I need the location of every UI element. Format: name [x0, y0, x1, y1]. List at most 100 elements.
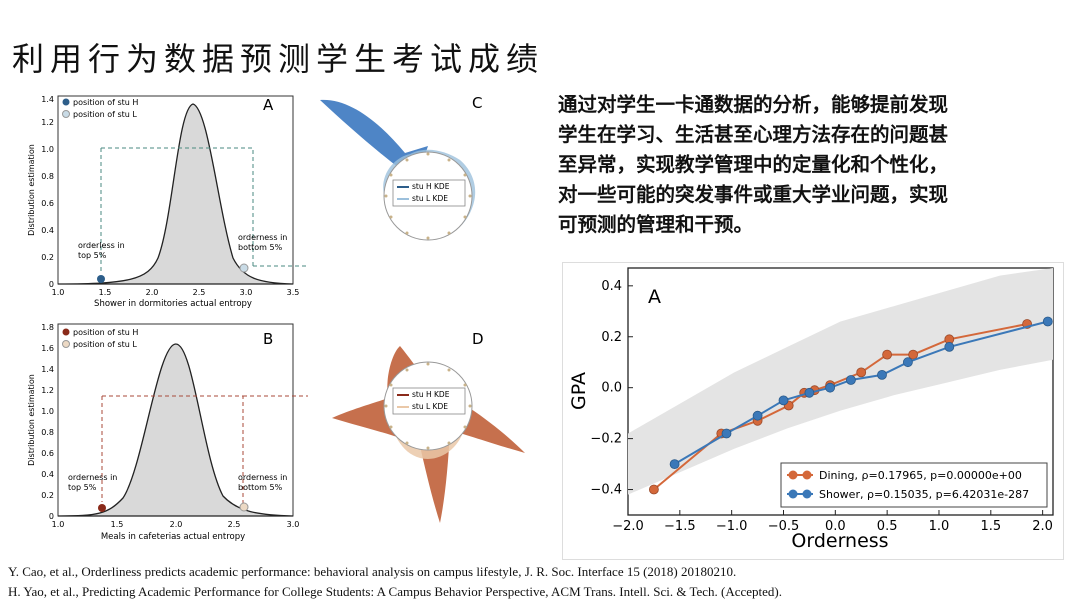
svg-text:1.0: 1.0	[52, 520, 65, 529]
stu-h-marker	[98, 504, 106, 512]
svg-text:1.0: 1.0	[52, 288, 65, 297]
svg-text:3.0: 3.0	[287, 520, 300, 529]
svg-text:0.8: 0.8	[41, 428, 54, 437]
data-point-1	[804, 387, 815, 398]
gpa-xticks: −2.0 −1.5 −1.0 −0.5 0.0 0.5 1.0 1.5 2.0	[612, 510, 1053, 534]
svg-text:top 5%: top 5%	[78, 251, 107, 260]
svg-text:1.4: 1.4	[41, 95, 54, 104]
panel-letter: A	[263, 96, 274, 114]
data-point-1	[778, 395, 789, 406]
polar-tick-marks	[384, 152, 472, 240]
data-point-1	[752, 410, 763, 421]
panel-b-yticks: 0 0.2 0.4 0.6 0.8 1.0 1.2 1.4 1.6 1.8	[41, 323, 54, 521]
svg-text:0.2: 0.2	[41, 491, 54, 500]
data-point-1	[944, 342, 955, 352]
svg-text:2.0: 2.0	[170, 520, 183, 529]
panel-b-chart: position of stu H position of stu L B or…	[27, 323, 418, 542]
y-tick-label: −0.4	[590, 483, 622, 498]
svg-text:stu L KDE: stu L KDE	[412, 402, 448, 411]
data-point-1	[1042, 316, 1053, 327]
gpa-ylabel: GPA	[568, 372, 590, 410]
svg-text:1.5: 1.5	[99, 288, 112, 297]
svg-text:0.6: 0.6	[41, 199, 54, 208]
x-tick-label: −1.0	[716, 519, 748, 534]
svg-text:position of stu L: position of stu L	[73, 340, 137, 349]
panel-a-dashed-guide	[101, 147, 254, 266]
gpa-yticks: −0.4 −0.2 0.0 0.2 0.4	[590, 279, 633, 498]
panel-b-density-curve	[57, 343, 294, 517]
data-point-0	[908, 349, 919, 360]
polar-tick-marks	[384, 362, 472, 450]
svg-text:1.8: 1.8	[41, 323, 54, 332]
body-line: 对一些可能的突发事件或重大学业问题，实现	[558, 183, 949, 206]
reference-1: Y. Cao, et al., Orderliness predicts aca…	[8, 564, 737, 579]
data-point-0	[882, 349, 893, 360]
stu-h-marker	[97, 275, 105, 283]
svg-text:3.5: 3.5	[287, 288, 300, 297]
svg-text:orderness in: orderness in	[238, 233, 287, 242]
svg-text:1.6: 1.6	[41, 344, 54, 353]
svg-text:orderness in: orderness in	[68, 473, 117, 482]
svg-text:position of stu H: position of stu H	[73, 328, 138, 337]
reference-2: H. Yao, et al., Predicting Academic Perf…	[8, 584, 783, 599]
svg-text:stu L KDE: stu L KDE	[412, 194, 448, 203]
gpa-xlabel: Orderness	[791, 530, 888, 552]
slide-title: 利用行为数据预测学生考试成绩	[12, 40, 545, 78]
svg-text:0: 0	[49, 280, 54, 289]
svg-text:0.4: 0.4	[41, 226, 54, 235]
stu-l-marker	[239, 263, 249, 273]
x-tick-label: 0.0	[825, 519, 846, 534]
x-tick-label: 0.5	[877, 519, 898, 534]
y-tick-label: 0.2	[601, 330, 622, 345]
y-tick-label: 0.0	[601, 381, 622, 396]
svg-text:bottom 5%: bottom 5%	[238, 243, 283, 252]
stu-l-marker	[239, 502, 249, 512]
data-point-1	[902, 357, 913, 368]
svg-text:stu H KDE: stu H KDE	[412, 390, 450, 399]
svg-text:2.5: 2.5	[228, 520, 241, 529]
chart-panel-letter: A	[648, 286, 661, 308]
svg-text:0.6: 0.6	[41, 449, 54, 458]
body-line: 可预测的管理和干预。	[558, 213, 754, 236]
legend-shower: Shower, ρ=0.15035, p=6.42031e-287	[819, 488, 1029, 501]
x-tick-label: 1.0	[929, 519, 950, 534]
data-point-1	[721, 428, 732, 439]
y-tick-label: 0.4	[601, 279, 622, 294]
panel-letter: C	[472, 94, 482, 112]
panel-a-xlabel: Shower in dormitories actual entropy	[94, 299, 252, 309]
panel-b-xlabel: Meals in cafeterias actual entropy	[101, 532, 245, 542]
legend-stu-h: position of stu H	[73, 98, 138, 107]
data-point-1	[825, 382, 836, 393]
panel-letter: D	[472, 330, 484, 348]
series-line-0	[653, 323, 1028, 491]
svg-text:1.5: 1.5	[111, 520, 124, 529]
panel-c-polar: stu H KDE stu L KDE C	[320, 94, 482, 241]
svg-text:0.4: 0.4	[41, 470, 54, 479]
data-point-1	[877, 370, 887, 380]
svg-text:stu H KDE: stu H KDE	[412, 182, 450, 191]
y-tick-label: −0.2	[590, 432, 622, 447]
svg-text:0: 0	[49, 512, 54, 521]
svg-text:2.5: 2.5	[193, 288, 206, 297]
figure-panel-c: stu H KDE stu L KDE C	[310, 88, 540, 272]
panel-a-chart: position of stu H position of stu L A or…	[27, 95, 408, 309]
svg-text:0.2: 0.2	[41, 253, 54, 262]
figure-panel-b: position of stu H position of stu L B or…	[8, 318, 418, 550]
panel-a-xticks: 1.0 1.5 2.0 2.5 3.0 3.5	[52, 288, 300, 297]
panel-letter: B	[263, 330, 273, 348]
x-tick-label: −0.5	[768, 519, 800, 534]
legend-stu-l: position of stu L	[73, 110, 137, 119]
panel-b-xticks: 1.0 1.5 2.0 2.5 3.0	[52, 520, 300, 529]
x-tick-label: −2.0	[612, 519, 644, 534]
data-point-0	[856, 367, 867, 378]
panel-b-ylabel: Distribution estimation	[27, 374, 36, 466]
body-line: 至异常，实现教学管理中的定量化和个性化，	[558, 153, 949, 176]
legend-dining: Dining, ρ=0.17965, p=0.00000e+00	[819, 469, 1022, 482]
svg-text:1.2: 1.2	[41, 386, 54, 395]
svg-text:1.4: 1.4	[41, 365, 54, 374]
svg-text:orderness in: orderness in	[238, 473, 287, 482]
body-line: 学生在学习、生活甚至心理方法存在的问题甚	[558, 123, 949, 146]
x-tick-label: 2.0	[1032, 519, 1053, 534]
svg-text:2.0: 2.0	[146, 288, 159, 297]
panel-a-yticks: 0 0.2 0.4 0.6 0.8 1.0 1.2 1.4	[41, 95, 54, 289]
